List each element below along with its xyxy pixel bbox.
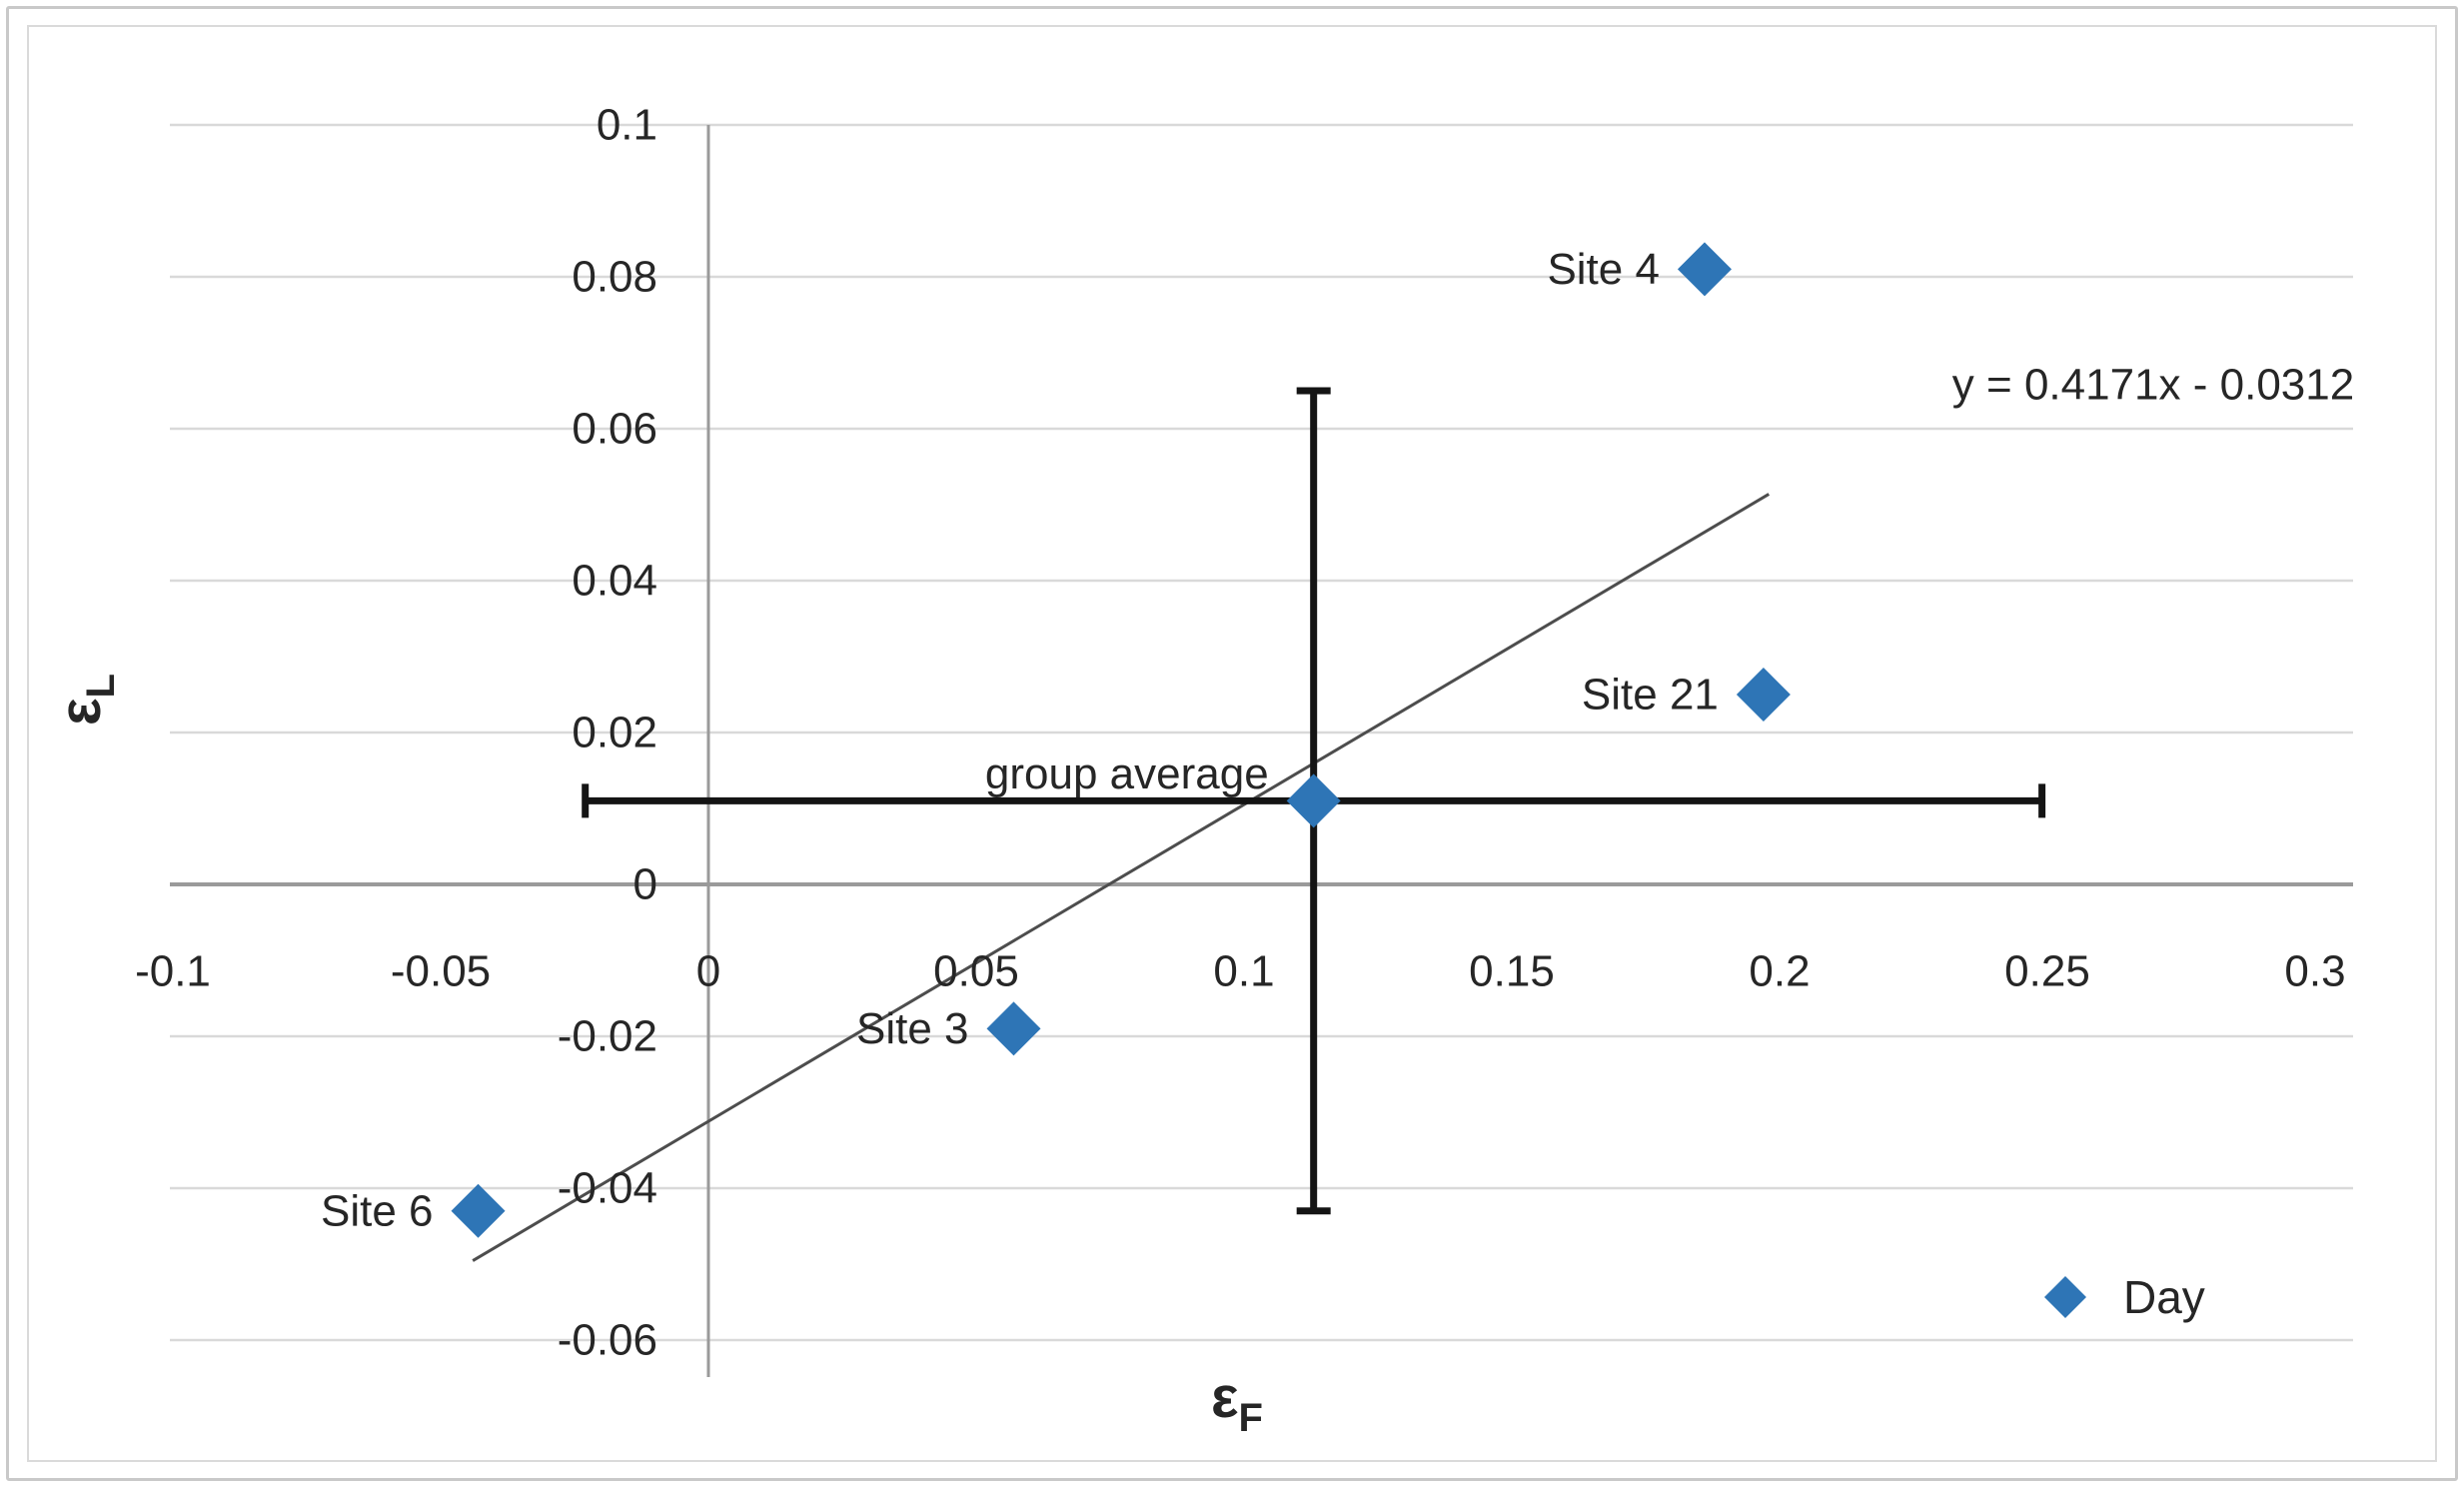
y-tick-label-0.1: 0.1 [597, 101, 657, 150]
data-point-label-site-3: Site 3 [856, 1004, 969, 1053]
diamond-marker-icon [1677, 242, 1732, 297]
data-point-site-6: Site 6 [321, 1183, 506, 1238]
data-point-label-group-average: group average [985, 749, 1269, 798]
x-tick-label--0.1: -0.1 [135, 947, 211, 996]
x-tick-label-0.05: 0.05 [933, 947, 1019, 996]
diamond-marker-icon [1286, 773, 1341, 828]
legend-day-label: Day [2123, 1271, 2205, 1323]
data-point-label-site-4: Site 4 [1547, 245, 1660, 294]
y-tick-label-0.02: 0.02 [572, 709, 657, 757]
legend-day-marker-icon [2044, 1276, 2086, 1318]
diamond-marker-icon [986, 1001, 1041, 1056]
y-tick-label--0.06: -0.06 [558, 1316, 657, 1365]
y-tick-label--0.02: -0.02 [558, 1012, 657, 1061]
x-tick-label--0.05: -0.05 [391, 947, 491, 996]
y-axis-title: εL [48, 674, 123, 726]
x-axis-title: εF [1211, 1365, 1263, 1440]
x-tick-label-0.15: 0.15 [1469, 947, 1555, 996]
y-tick-label-0: 0 [633, 860, 657, 909]
trendline-equation: y = 0.4171x - 0.0312 [1952, 361, 2354, 410]
gridlines [170, 123, 2353, 1342]
y-tick-label-0.08: 0.08 [572, 253, 657, 302]
x-tick-label-0.3: 0.3 [2284, 947, 2345, 996]
x-tick-label-0.2: 0.2 [1749, 947, 1810, 996]
y-tick-label--0.04: -0.04 [558, 1164, 657, 1213]
x-tick-label-0.25: 0.25 [2004, 947, 2090, 996]
y-tick-label-0.04: 0.04 [572, 557, 657, 606]
y-tick-label-0.06: 0.06 [572, 405, 657, 454]
chart-area-border [27, 25, 2437, 1462]
x-tick-label-0.1: 0.1 [1213, 947, 1274, 996]
diamond-marker-icon [1736, 668, 1791, 722]
legend: Day [2044, 1271, 2205, 1323]
data-point-site-21: Site 21 [1582, 668, 1791, 722]
data-point-group-average: group average [582, 387, 2046, 1215]
figure-outer-border [6, 6, 2458, 1481]
data-point-site-3: Site 3 [856, 1001, 1041, 1056]
data-point-label-site-6: Site 6 [321, 1186, 434, 1235]
data-point-site-4: Site 4 [1547, 242, 1732, 297]
data-point-label-site-21: Site 21 [1582, 671, 1719, 720]
diamond-marker-icon [451, 1183, 506, 1238]
x-tick-label-0: 0 [696, 947, 720, 996]
trendline [472, 493, 1771, 1262]
